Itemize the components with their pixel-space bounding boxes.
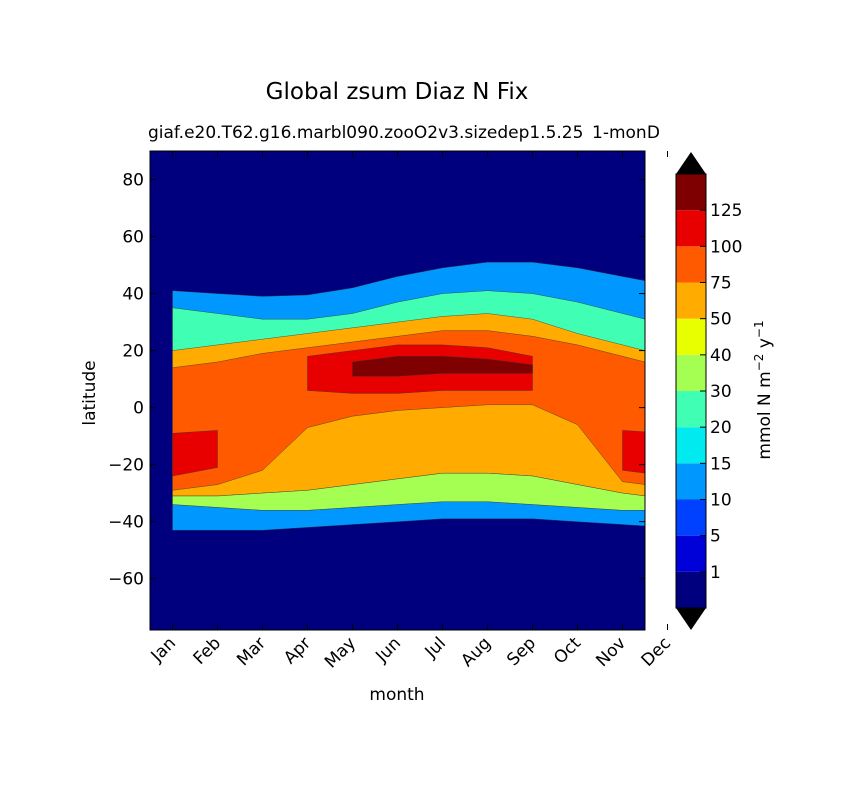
- colorbar-swatch: [676, 463, 706, 500]
- colorbar-tick-label: 15: [710, 454, 732, 474]
- x-tick-label: Sep: [503, 633, 540, 670]
- chart-title: Global zsum Diaz N Fix: [266, 79, 529, 105]
- colorbar-swatch: [676, 282, 706, 319]
- y-tick-label: 80: [122, 171, 144, 191]
- colorbar-swatch: [676, 354, 706, 391]
- colorbar-swatch: [676, 318, 706, 355]
- y-tick-label: −20: [108, 456, 144, 476]
- colorbar-tick-label: 50: [710, 310, 732, 330]
- colorbar-over-arrow: [676, 152, 706, 174]
- y-tick-label: −40: [108, 513, 144, 533]
- y-axis-label: latitude: [80, 360, 100, 425]
- y-tick-label: −60: [108, 570, 144, 590]
- colorbar-swatch: [676, 174, 706, 211]
- x-tick-label: Apr: [280, 633, 315, 668]
- colorbar-swatch: [676, 499, 706, 536]
- chart-subtitle-right-suffix: D: [647, 123, 660, 143]
- y-axis: 80 60 40 20 0 −20 −40 −60: [108, 171, 645, 590]
- colorbar-label: mmol N m−2 y−1: [752, 320, 775, 459]
- x-tick-label: Mar: [233, 633, 270, 670]
- x-tick-label: Jun: [371, 633, 405, 667]
- colorbar-tick-label: 75: [710, 274, 732, 294]
- plot-area: [150, 151, 645, 630]
- band-100-to-125-south-east: [622, 430, 645, 474]
- chart-subtitle-right: 1-mon: [592, 123, 647, 143]
- x-tick-label: Nov: [592, 633, 630, 671]
- colorbar-tick-label: 10: [710, 491, 732, 511]
- colorbar-tick-label: 40: [710, 346, 732, 366]
- y-tick-label: 60: [122, 228, 144, 248]
- colorbar-swatch: [676, 246, 706, 283]
- x-tick-label: Feb: [190, 633, 225, 668]
- colorbar-under-arrow: [676, 608, 706, 630]
- colorbar-swatch: [676, 427, 706, 464]
- contour-bands: [172, 262, 645, 531]
- y-tick-label: 40: [122, 285, 144, 305]
- colorbar-swatch: [676, 535, 706, 572]
- x-axis-label: month: [369, 685, 424, 705]
- x-tick-label: May: [321, 633, 360, 672]
- x-tick-label: Jul: [421, 633, 450, 662]
- y-tick-label: 0: [133, 399, 144, 419]
- colorbar-swatch: [676, 210, 706, 247]
- colorbar-swatch: [676, 571, 706, 608]
- y-tick-label: 20: [122, 342, 144, 362]
- chart-subtitle-left: giaf.e20.T62.g16.marbl090.zooO2v3.sizede…: [148, 123, 583, 143]
- colorbar-tick-label: 20: [710, 418, 732, 438]
- x-tick-label: Aug: [457, 633, 495, 671]
- colorbar-swatch: [676, 391, 706, 428]
- x-tick-label: Jan: [147, 633, 180, 666]
- band-100-to-125-south-west: [172, 430, 218, 477]
- colorbar-tick-label: 30: [710, 382, 732, 402]
- band-30-to-40-south: [172, 473, 645, 511]
- x-tick-label: Dec: [638, 633, 675, 670]
- colorbar-tick-label: 125: [710, 201, 742, 221]
- colorbar-tick-label: 5: [710, 527, 721, 547]
- colorbar-tick-label: 100: [710, 237, 742, 257]
- band-over-125: [352, 356, 533, 377]
- x-tick-label: Oct: [550, 633, 585, 668]
- colorbar-tick-label: 1: [710, 563, 721, 583]
